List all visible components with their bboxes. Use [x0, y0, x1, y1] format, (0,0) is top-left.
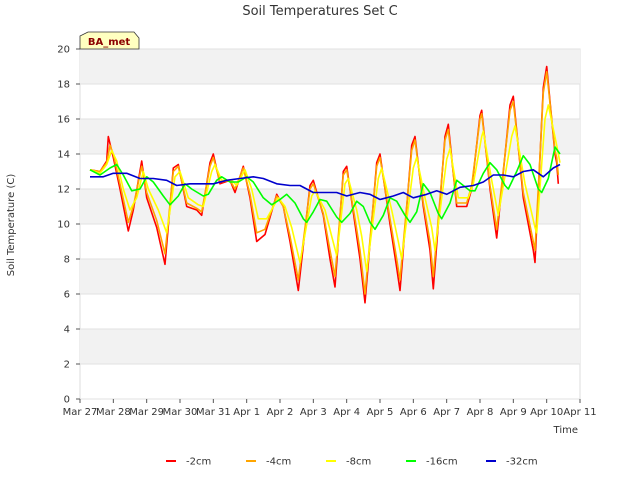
x-tick-label: Mar 27	[63, 407, 98, 418]
legend-item: -2cm	[166, 457, 211, 468]
x-tick-label: Apr 5	[367, 407, 394, 418]
series-line-16cm	[89, 146, 561, 231]
y-tick-label: 0	[64, 395, 70, 406]
grid-band	[80, 329, 580, 364]
x-tick-label: Apr 6	[400, 407, 427, 418]
y-tick-label: 8	[64, 255, 70, 266]
site-badge-box	[79, 31, 140, 50]
site-badge-text: BA_met	[88, 37, 131, 48]
y-tick-label: 12	[57, 185, 70, 196]
series-line-32cm	[90, 163, 561, 201]
x-axis-label: Time	[553, 425, 578, 436]
grid-band	[80, 259, 580, 294]
y-tick-label: 18	[57, 80, 70, 91]
legend: -2cm -4cm -8cm -16cm -32cm	[166, 457, 538, 468]
chart-title: Soil Temperatures Set C	[242, 4, 397, 19]
legend-label: -32cm	[506, 457, 538, 468]
y-tick-label: 14	[57, 150, 70, 161]
grid-band	[80, 49, 580, 84]
y-tick-label: 2	[64, 360, 70, 371]
x-tick-label: Apr 3	[300, 407, 327, 418]
x-tick-label: Apr 10	[530, 407, 563, 418]
legend-item: -4cm	[246, 457, 291, 468]
x-tick-label: Apr 7	[433, 407, 460, 418]
y-tick-label: 20	[57, 45, 70, 56]
x-tick-label: Mar 28	[96, 407, 131, 418]
y-tick-label: 10	[57, 220, 70, 231]
x-tick-label: Mar 31	[196, 407, 231, 418]
y-tick-label: 6	[64, 290, 70, 301]
legend-item: -16cm	[406, 457, 458, 468]
legend-label: -8cm	[346, 457, 371, 468]
legend-label: -4cm	[266, 457, 291, 468]
x-tick-label: Apr 8	[467, 407, 494, 418]
x-tick-label: Mar 29	[129, 407, 164, 418]
legend-item: -32cm	[486, 457, 538, 468]
x-tick-label: Mar 30	[163, 407, 198, 418]
x-tick-label: Apr 1	[233, 407, 260, 418]
grid-band	[80, 119, 580, 154]
series-lines	[89, 65, 561, 304]
legend-label: -16cm	[426, 457, 458, 468]
y-axis-ticks: 0 2 4 6 8 10 12 14 16 18 20	[57, 45, 80, 406]
x-tick-label: Apr 11	[563, 407, 596, 418]
x-tick-label: Apr 9	[500, 407, 527, 418]
y-axis-label: Soil Temperature (C)	[6, 174, 17, 277]
site-badge: BA_met	[79, 31, 140, 50]
y-tick-label: 4	[64, 325, 70, 336]
legend-label: -2cm	[186, 457, 211, 468]
x-tick-label: Apr 4	[333, 407, 360, 418]
x-tick-label: Apr 2	[267, 407, 294, 418]
y-tick-label: 16	[57, 115, 70, 126]
legend-item: -8cm	[326, 457, 371, 468]
